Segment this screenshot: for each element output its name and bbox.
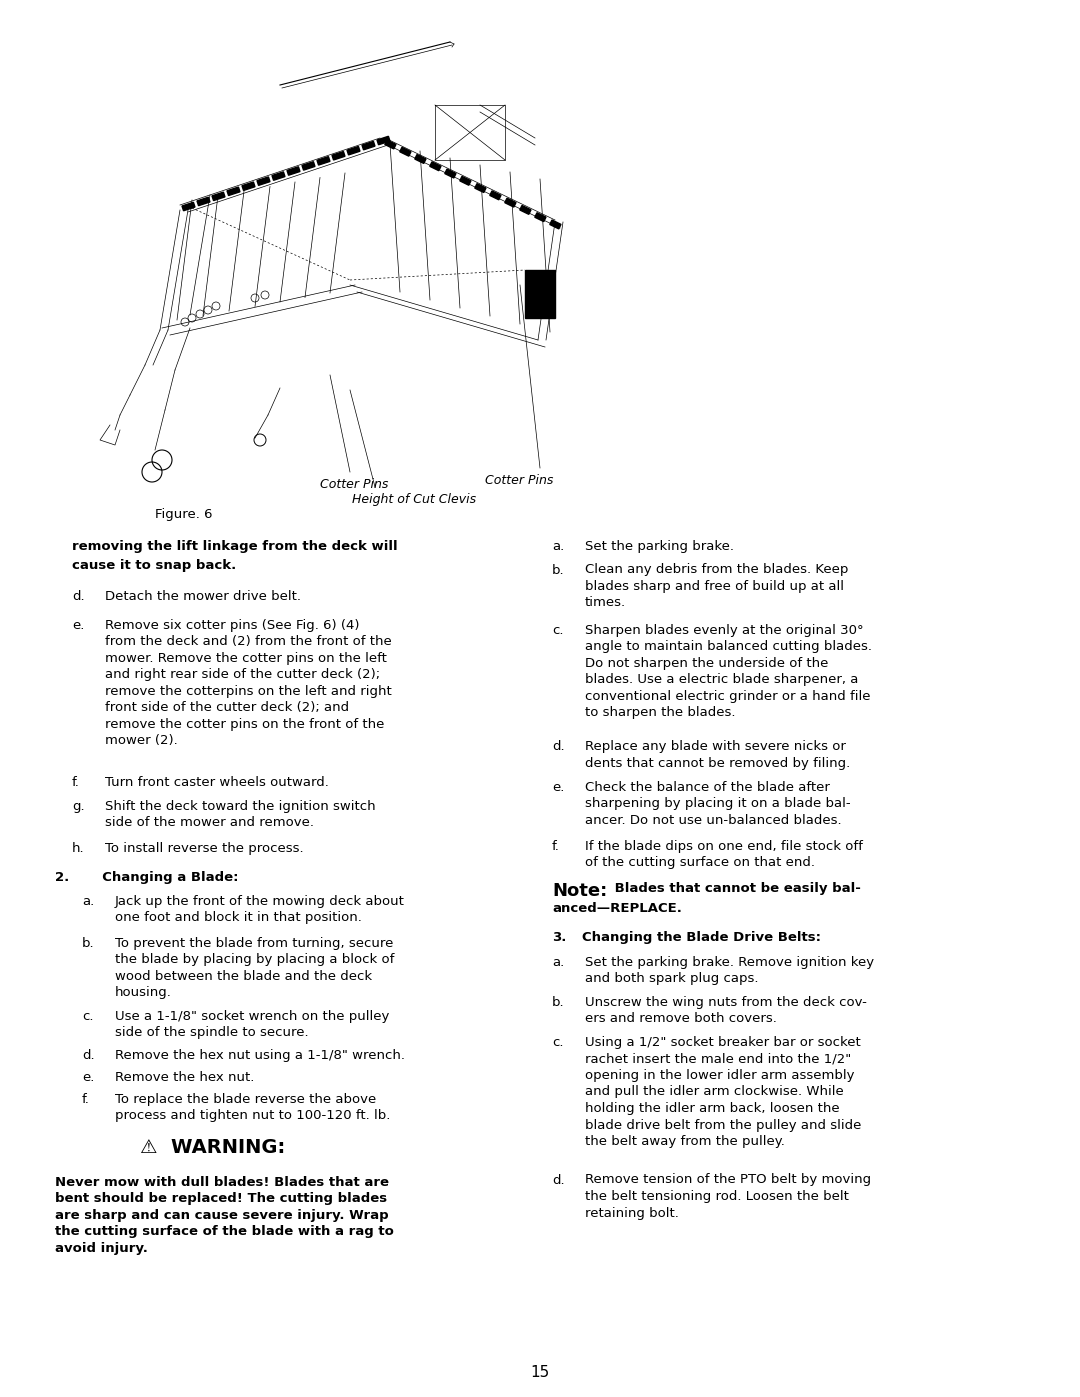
- Text: If the blade dips on one end, file stock off
of the cutting surface on that end.: If the blade dips on one end, file stock…: [585, 840, 863, 869]
- Text: To prevent the blade from turning, secure
the blade by placing by placing a bloc: To prevent the blade from turning, secur…: [114, 936, 394, 999]
- Polygon shape: [197, 197, 210, 205]
- Text: Changing the Blade Drive Belts:: Changing the Blade Drive Belts:: [582, 930, 821, 944]
- Text: Remove tension of the PTO belt by moving
the belt tensioning rod. Loosen the bel: Remove tension of the PTO belt by moving…: [585, 1173, 872, 1220]
- Polygon shape: [257, 177, 270, 186]
- Text: f.: f.: [82, 1092, 90, 1105]
- Polygon shape: [415, 155, 426, 163]
- Text: e.: e.: [72, 619, 84, 631]
- Text: Check the balance of the blade after
sharpening by placing it on a blade bal-
an: Check the balance of the blade after sha…: [585, 781, 851, 827]
- Text: e.: e.: [552, 781, 565, 793]
- Polygon shape: [362, 141, 375, 149]
- Polygon shape: [212, 193, 225, 201]
- Text: Clean any debris from the blades. Keep
blades sharp and free of build up at all
: Clean any debris from the blades. Keep b…: [585, 563, 849, 609]
- Text: To install reverse the process.: To install reverse the process.: [105, 842, 303, 855]
- Text: Shift the deck toward the ignition switch
side of the mower and remove.: Shift the deck toward the ignition switc…: [105, 799, 376, 828]
- Text: a.: a.: [552, 541, 564, 553]
- Text: h.: h.: [72, 842, 84, 855]
- Text: 2.: 2.: [55, 870, 69, 883]
- Polygon shape: [272, 172, 285, 180]
- Text: f.: f.: [552, 840, 559, 852]
- Text: cause it to snap back.: cause it to snap back.: [72, 559, 237, 571]
- Text: Height of Cut Clevis: Height of Cut Clevis: [352, 493, 476, 506]
- Polygon shape: [490, 191, 501, 200]
- Text: Using a 1/2" socket breaker bar or socket
rachet insert the male end into the 1/: Using a 1/2" socket breaker bar or socke…: [585, 1037, 862, 1148]
- Polygon shape: [377, 137, 390, 145]
- Text: Replace any blade with severe nicks or
dents that cannot be removed by filing.: Replace any blade with severe nicks or d…: [585, 740, 850, 770]
- Bar: [525, 270, 555, 319]
- Polygon shape: [332, 151, 345, 161]
- Text: f.: f.: [72, 775, 80, 789]
- Text: g.: g.: [72, 799, 84, 813]
- Polygon shape: [302, 162, 315, 170]
- Text: Cotter Pins: Cotter Pins: [485, 474, 553, 488]
- Polygon shape: [430, 162, 441, 170]
- Text: e.: e.: [82, 1071, 94, 1084]
- Polygon shape: [242, 182, 255, 190]
- Polygon shape: [384, 140, 396, 149]
- Text: b.: b.: [82, 936, 95, 950]
- Polygon shape: [183, 203, 195, 211]
- Text: Unscrew the wing nuts from the deck cov-
ers and remove both covers.: Unscrew the wing nuts from the deck cov-…: [585, 996, 867, 1025]
- Polygon shape: [475, 183, 486, 193]
- Text: d.: d.: [82, 1049, 95, 1062]
- Text: a.: a.: [82, 894, 94, 908]
- Polygon shape: [550, 219, 561, 229]
- Polygon shape: [227, 187, 240, 196]
- Text: 3.: 3.: [552, 930, 566, 944]
- Text: Turn front caster wheels outward.: Turn front caster wheels outward.: [105, 775, 329, 789]
- Text: Blades that cannot be easily bal-: Blades that cannot be easily bal-: [610, 882, 861, 895]
- Text: Changing a Blade:: Changing a Blade:: [93, 870, 239, 883]
- Polygon shape: [535, 212, 546, 222]
- Text: Never mow with dull blades! Blades that are
bent should be replaced! The cutting: Never mow with dull blades! Blades that …: [55, 1175, 394, 1255]
- Text: d.: d.: [552, 1173, 565, 1186]
- Text: c.: c.: [552, 623, 564, 637]
- Text: ⚠  WARNING:: ⚠ WARNING:: [140, 1137, 285, 1157]
- Text: Detach the mower drive belt.: Detach the mower drive belt.: [105, 590, 301, 604]
- Polygon shape: [519, 205, 531, 214]
- Text: d.: d.: [72, 590, 84, 604]
- Text: anced—REPLACE.: anced—REPLACE.: [552, 901, 681, 915]
- Text: removing the lift linkage from the deck will: removing the lift linkage from the deck …: [72, 541, 397, 553]
- Polygon shape: [445, 169, 456, 177]
- Text: d.: d.: [552, 740, 565, 753]
- Polygon shape: [400, 147, 411, 156]
- Text: a.: a.: [552, 956, 564, 968]
- Text: Set the parking brake.: Set the parking brake.: [585, 541, 734, 553]
- Text: Remove the hex nut.: Remove the hex nut.: [114, 1071, 255, 1084]
- Polygon shape: [504, 198, 516, 207]
- Text: 15: 15: [530, 1365, 550, 1380]
- Text: Set the parking brake. Remove ignition key
and both spark plug caps.: Set the parking brake. Remove ignition k…: [585, 956, 874, 985]
- Text: Note:: Note:: [552, 882, 607, 900]
- Text: Jack up the front of the mowing deck about
one foot and block it in that positio: Jack up the front of the mowing deck abo…: [114, 894, 405, 923]
- Polygon shape: [318, 156, 330, 165]
- Text: Use a 1-1/8" socket wrench on the pulley
side of the spindle to secure.: Use a 1-1/8" socket wrench on the pulley…: [114, 1010, 390, 1039]
- Polygon shape: [460, 176, 471, 186]
- Text: Remove six cotter pins (See Fig. 6) (4)
from the deck and (2) from the front of : Remove six cotter pins (See Fig. 6) (4) …: [105, 619, 392, 747]
- Text: b.: b.: [552, 563, 565, 577]
- Text: Remove the hex nut using a 1-1/8" wrench.: Remove the hex nut using a 1-1/8" wrench…: [114, 1049, 405, 1062]
- Text: c.: c.: [552, 1037, 564, 1049]
- Text: Figure. 6: Figure. 6: [156, 509, 213, 521]
- Polygon shape: [347, 147, 360, 155]
- Text: Cotter Pins: Cotter Pins: [320, 478, 389, 490]
- Polygon shape: [287, 166, 300, 175]
- Text: To replace the blade reverse the above
process and tighten nut to 100-120 ft. lb: To replace the blade reverse the above p…: [114, 1092, 390, 1122]
- Text: b.: b.: [552, 996, 565, 1009]
- Text: c.: c.: [82, 1010, 94, 1023]
- Text: Sharpen blades evenly at the original 30°
angle to maintain balanced cutting bla: Sharpen blades evenly at the original 30…: [585, 623, 872, 719]
